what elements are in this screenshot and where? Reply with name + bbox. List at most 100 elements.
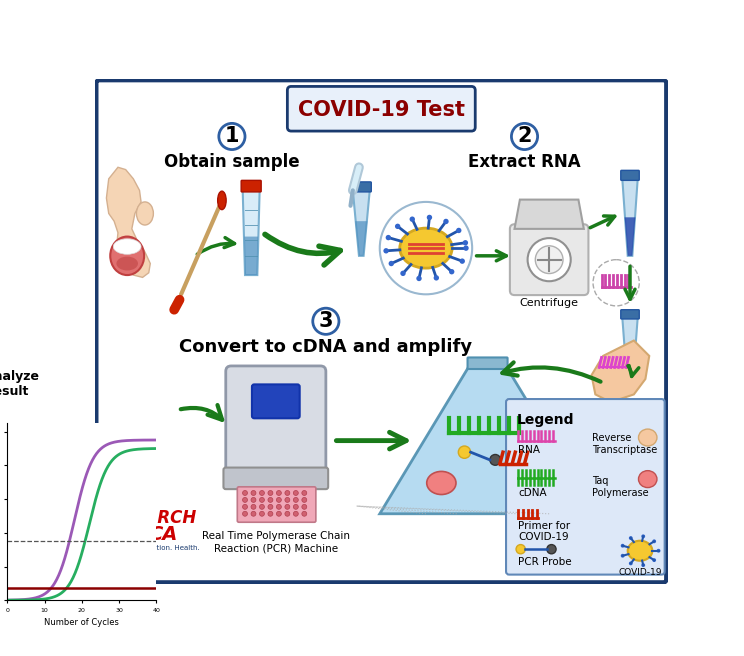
Text: AMER: AMER (84, 525, 147, 544)
Polygon shape (515, 199, 584, 229)
Text: RESEARCH: RESEARCH (97, 508, 197, 527)
Text: Extract RNA: Extract RNA (468, 154, 581, 171)
FancyBboxPatch shape (510, 224, 589, 295)
Circle shape (243, 497, 248, 502)
Ellipse shape (116, 256, 138, 270)
Circle shape (302, 491, 307, 495)
Ellipse shape (110, 237, 144, 275)
Circle shape (251, 504, 256, 509)
FancyBboxPatch shape (287, 87, 475, 131)
Circle shape (641, 535, 645, 538)
Polygon shape (355, 221, 368, 256)
Text: CA: CA (148, 525, 177, 544)
Text: Centrifuge: Centrifuge (519, 298, 579, 308)
Circle shape (260, 504, 264, 509)
Circle shape (277, 491, 281, 495)
Circle shape (434, 275, 439, 281)
Text: cDNA: cDNA (519, 488, 547, 499)
Circle shape (268, 511, 273, 516)
Circle shape (251, 497, 256, 502)
Text: Analyze
Result: Analyze Result (0, 370, 40, 398)
Circle shape (409, 216, 415, 222)
Circle shape (293, 504, 298, 509)
Circle shape (285, 511, 290, 516)
Circle shape (593, 260, 639, 306)
Polygon shape (106, 167, 150, 277)
Circle shape (251, 491, 256, 495)
Circle shape (547, 544, 556, 554)
Text: Convert to cDNA and amplify: Convert to cDNA and amplify (179, 338, 472, 356)
Polygon shape (591, 340, 650, 402)
Circle shape (400, 271, 405, 276)
Circle shape (243, 511, 248, 516)
Text: COVID-19 Test: COVID-19 Test (298, 100, 465, 119)
FancyBboxPatch shape (351, 182, 371, 192)
Circle shape (535, 246, 563, 274)
Polygon shape (625, 217, 635, 256)
Text: COVID-19: COVID-19 (618, 567, 661, 577)
Circle shape (443, 218, 449, 224)
FancyBboxPatch shape (97, 80, 666, 583)
Text: Real Time Polymerase Chain
Reaction (PCR) Machine: Real Time Polymerase Chain Reaction (PCR… (202, 531, 350, 553)
FancyBboxPatch shape (223, 468, 328, 489)
Circle shape (302, 504, 307, 509)
Circle shape (260, 497, 264, 502)
Circle shape (260, 511, 264, 516)
FancyBboxPatch shape (467, 358, 507, 369)
Polygon shape (622, 179, 638, 256)
Text: Obtain sample: Obtain sample (164, 154, 300, 171)
Circle shape (268, 504, 273, 509)
Circle shape (293, 491, 298, 495)
Circle shape (460, 258, 465, 264)
FancyBboxPatch shape (225, 366, 326, 477)
Circle shape (243, 491, 248, 495)
Circle shape (385, 235, 391, 240)
Circle shape (312, 308, 339, 335)
Circle shape (458, 446, 471, 459)
Circle shape (417, 276, 422, 281)
Circle shape (464, 245, 469, 251)
Text: 3: 3 (318, 311, 333, 331)
Polygon shape (622, 318, 638, 379)
Circle shape (490, 455, 501, 465)
Circle shape (656, 549, 661, 552)
Circle shape (285, 504, 290, 509)
Circle shape (379, 202, 472, 295)
Text: Discovery. Innovation. Health.: Discovery. Innovation. Health. (94, 545, 199, 552)
Circle shape (527, 238, 571, 281)
Circle shape (456, 228, 461, 233)
FancyBboxPatch shape (620, 310, 639, 319)
FancyBboxPatch shape (506, 399, 664, 575)
Circle shape (395, 224, 400, 229)
Text: Primer for
COVID-19: Primer for COVID-19 (519, 521, 571, 543)
Ellipse shape (136, 202, 153, 225)
Circle shape (277, 511, 281, 516)
Ellipse shape (218, 191, 226, 210)
Text: 1: 1 (225, 127, 239, 146)
Circle shape (251, 511, 256, 516)
X-axis label: Number of Cycles: Number of Cycles (45, 619, 119, 627)
Circle shape (511, 123, 538, 150)
Circle shape (620, 544, 624, 548)
Ellipse shape (628, 541, 652, 561)
Circle shape (620, 554, 624, 558)
Ellipse shape (638, 470, 657, 487)
Circle shape (243, 504, 248, 509)
Text: 2: 2 (517, 127, 532, 146)
Circle shape (285, 491, 290, 495)
Circle shape (302, 497, 307, 502)
Circle shape (260, 491, 264, 495)
Text: Legend: Legend (517, 413, 574, 427)
Ellipse shape (113, 239, 141, 255)
Circle shape (449, 269, 455, 274)
Circle shape (277, 504, 281, 509)
Circle shape (302, 511, 307, 516)
Circle shape (652, 539, 656, 543)
Ellipse shape (638, 429, 657, 446)
Circle shape (285, 497, 290, 502)
Circle shape (293, 497, 298, 502)
Circle shape (629, 562, 632, 565)
Polygon shape (353, 190, 370, 256)
FancyBboxPatch shape (252, 384, 300, 419)
Ellipse shape (515, 424, 538, 442)
